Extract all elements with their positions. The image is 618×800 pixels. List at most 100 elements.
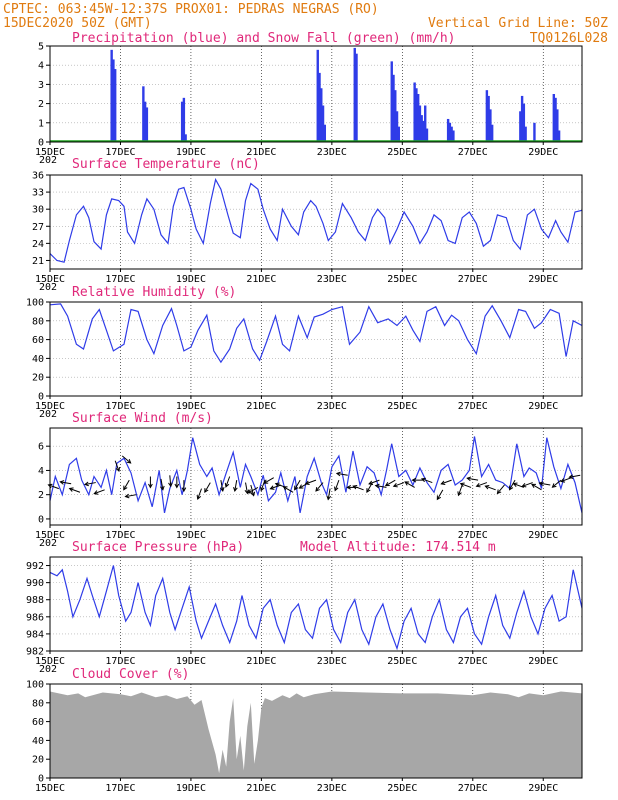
precip-bar (446, 118, 450, 142)
header-grid-note: Vertical Grid Line: 50Z (428, 16, 608, 31)
wind-arrow-shaft (560, 477, 572, 482)
wind-arrow-head (475, 482, 481, 488)
wind-arrow (457, 484, 463, 497)
wind-arrow-head (560, 478, 566, 483)
wind-arrow-head (196, 494, 202, 500)
wind-arrow (168, 475, 173, 488)
temp-xtick-label: 17DEC (105, 274, 135, 285)
wind-arrow-shaft (84, 482, 96, 485)
temp-title: Surface Temperature (nC) (72, 157, 260, 172)
cloud-xtick-label: 17DEC (105, 783, 135, 794)
wind-arrow-shaft (467, 477, 479, 481)
wind-arrow-head (384, 481, 390, 487)
wind-arrow-shaft (263, 477, 274, 484)
precip-bar (182, 97, 186, 142)
cloud-cover-area (50, 691, 582, 778)
temp-xtick-label: 27DEC (458, 274, 488, 285)
precip-bar (520, 95, 524, 142)
wind-arrow (315, 482, 324, 492)
wind-arrow-head (326, 495, 332, 501)
precip-bar (355, 53, 358, 142)
wind-arrow-shaft (385, 479, 396, 487)
wind-arrow (148, 476, 153, 489)
temp-ytick-label: 33 (32, 188, 44, 199)
cloud-ytick-label: 20 (32, 755, 44, 766)
wind-xtick-label: 21DEC (246, 530, 276, 541)
wind-arrow-head (93, 490, 99, 495)
pressure-panel: Surface Pressure (hPa) Model Altitude: 17… (26, 540, 583, 675)
wind-ytick-label: 4 (38, 466, 44, 477)
wind-arrow-shaft (260, 479, 266, 491)
wind-arrow (68, 487, 81, 493)
precip-bar (422, 120, 425, 142)
wind-arrow-head (509, 485, 514, 491)
temp-xtick-label: 19DEC (176, 274, 206, 285)
precip-xtick-label: 17DEC (105, 147, 135, 158)
wind-ytick-label: 0 (38, 514, 44, 525)
humidity-xtick-label: 15DEC (35, 401, 65, 412)
wind-arrow (121, 455, 132, 464)
wind-arrow (204, 482, 211, 493)
temp-ytick-label: 24 (32, 239, 44, 250)
wind-year-fragment: 202 (39, 538, 57, 549)
temp-panel: Surface Temperature (nC) 21 24 27 30 33 36 15DE… (32, 157, 583, 293)
precip-ytick-label: 3 (38, 80, 44, 91)
wind-arrow (219, 480, 225, 492)
wind-arrow-head (233, 487, 238, 492)
humidity-panel: Relative Humidity (%) 0 20 40 60 80 100 15DEC 17… (26, 285, 583, 420)
wind-arrow-shaft (234, 480, 238, 492)
pressure-ytick-label: 982 (26, 647, 44, 658)
precip-ytick-label: 1 (38, 118, 44, 129)
wind-arrow-head (315, 486, 320, 492)
precip-bar (318, 72, 321, 142)
precip-xtick-label: 23DEC (317, 147, 347, 158)
precip-bar (418, 105, 422, 142)
wind-arrow-shaft (283, 486, 294, 493)
precip-title: Precipitation (blue) and Snow Fall (gree… (72, 31, 456, 46)
wind-arrow-head (250, 491, 256, 497)
precip-ytick-label: 5 (38, 42, 44, 53)
precip-bar (320, 88, 323, 142)
wind-xtick-label: 25DEC (387, 530, 417, 541)
wind-arrow-shaft (294, 479, 301, 490)
wind-arrow (247, 486, 259, 494)
wind-arrow-head (181, 487, 187, 493)
pressure-ytick-label: 992 (26, 561, 44, 572)
wind-arrow-shaft (552, 479, 562, 488)
wind-arrow-head (68, 487, 74, 492)
wind-arrow (114, 460, 121, 473)
cloud-ytick-label: 40 (32, 736, 44, 747)
wind-xtick-label: 15DEC (35, 530, 65, 541)
wind-arrow-shaft (123, 479, 130, 490)
temp-year-fragment: 202 (39, 282, 57, 293)
precip-bar (112, 59, 115, 142)
pressure-ytick-label: 988 (26, 595, 44, 606)
wind-arrow-head (247, 489, 253, 494)
wind-arrow-head (551, 483, 557, 488)
temp-xtick-label: 15DEC (35, 274, 65, 285)
wind-arrow-head (392, 482, 398, 488)
wind-arrow-head (457, 491, 462, 497)
wind-arrow (352, 484, 364, 491)
wind-arrow-shaft (522, 482, 533, 487)
humidity-xtick-label: 17DEC (105, 401, 135, 412)
cloud-xtick-label: 29DEC (528, 783, 558, 794)
wind-arrow-shaft (485, 485, 496, 491)
pressure-ytick-label: 990 (26, 578, 44, 589)
temp-xtick-label: 29DEC (528, 274, 558, 285)
precip-ytick-label: 0 (38, 138, 44, 149)
cloud-frame (49, 683, 583, 779)
precip-frame (49, 45, 583, 143)
wind-arrow-shaft (509, 479, 516, 490)
precip-bar (552, 94, 556, 142)
wind-arrow (224, 476, 231, 488)
precip-panel: Precipitation (blue) and Snow Fall (gree… (35, 31, 583, 166)
temp-ytick-label: 30 (32, 205, 44, 216)
wind-arrow (436, 489, 444, 501)
temp-frame (49, 174, 583, 270)
temp-xtick-label: 23DEC (317, 274, 347, 285)
wind-arrow-head (168, 482, 173, 488)
wind-arrow-shaft (225, 476, 231, 488)
wind-arrow (282, 486, 294, 493)
wind-arrow-shaft (197, 488, 202, 500)
